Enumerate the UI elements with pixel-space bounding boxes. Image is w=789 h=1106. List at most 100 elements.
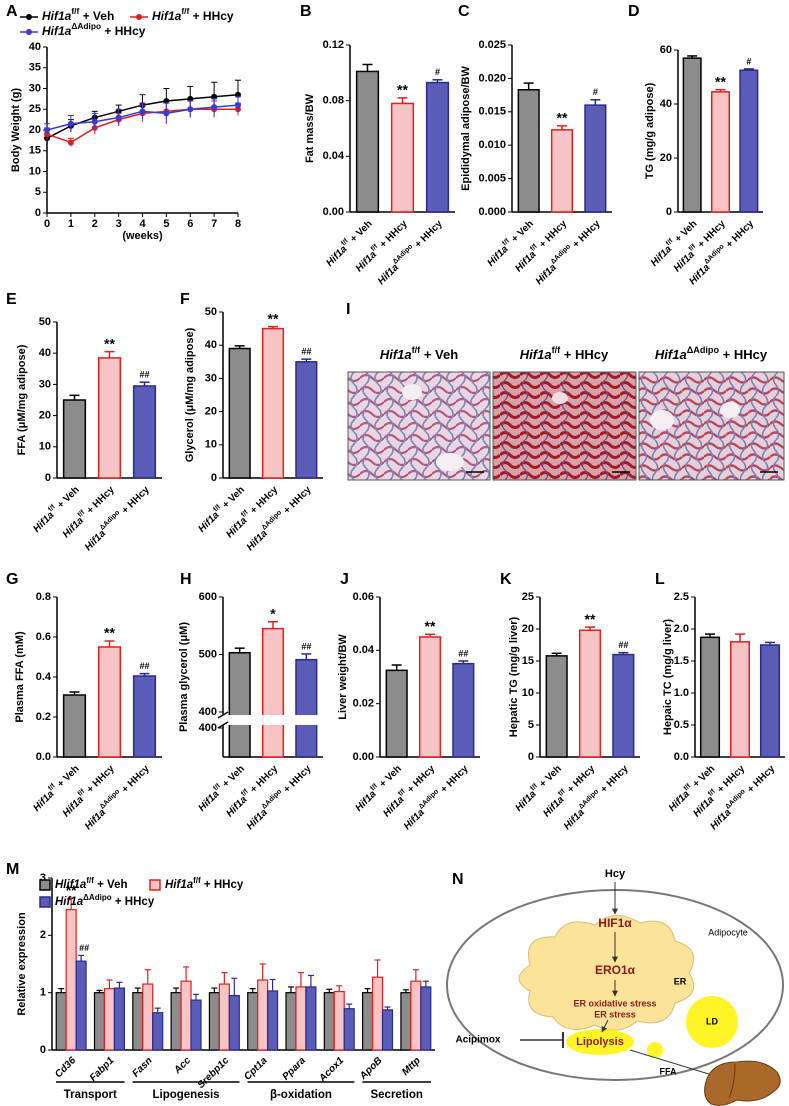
category-label: Fabp1 <box>88 1055 117 1084</box>
category-label: Ppara <box>281 1055 309 1083</box>
bar <box>65 908 77 1051</box>
superscript: f/f <box>707 788 717 798</box>
treatment: + Veh <box>218 763 246 791</box>
y-tick-label: 50 <box>205 306 217 318</box>
y-tick-label: 0.015 <box>478 106 506 118</box>
break-mark <box>217 721 229 729</box>
y-tick-label: 15 <box>29 145 41 157</box>
significance: ## <box>618 640 628 650</box>
category-label: Hif1aΔAdipo + HHcy <box>244 762 314 832</box>
significance: ** <box>715 73 726 89</box>
x-tick-label: 2 <box>92 218 98 230</box>
y-tick-label: 0 <box>35 207 41 219</box>
gene: Hif1a <box>42 9 72 23</box>
legend-label: Hif1aΔAdipo + HHcy <box>55 893 155 908</box>
bar <box>517 89 540 213</box>
category-label: Hif1aΔAdipo + HHcy <box>401 762 471 832</box>
y-axis-label: Liver weight/BW <box>337 634 349 720</box>
x-tick-label: 3 <box>116 218 122 230</box>
y-tick-label: 10 <box>29 165 41 177</box>
treatment: + Veh <box>420 347 458 362</box>
y-axis-label: TG (mg/g adipose) <box>644 82 656 179</box>
y-axis-label: Relative expression <box>16 912 28 1016</box>
significance: ** <box>397 82 408 98</box>
y-tick-label: 20 <box>660 152 672 164</box>
treatment: + HHcy <box>411 218 445 252</box>
category-label: Hif1aΔAdipo + HHcy <box>82 762 152 832</box>
marker <box>91 118 98 125</box>
superscript: ΔAdipo <box>392 243 415 266</box>
bar <box>400 992 412 1051</box>
significance: ## <box>458 648 468 658</box>
bar <box>55 992 67 1051</box>
treatment: + HHcy <box>101 24 146 38</box>
marker <box>67 120 74 127</box>
bar <box>132 992 144 1051</box>
y-tick-label: 0 <box>45 472 51 484</box>
category-label: Acc <box>172 1055 194 1077</box>
bar <box>295 986 307 1051</box>
superscript: ΔAdipo <box>550 243 573 266</box>
y-tick-label: 0.8 <box>36 591 51 603</box>
bar <box>333 990 345 1051</box>
category-label: Hif1aΔAdipo + HHcy <box>561 762 631 832</box>
y-tick-label: 0.5 <box>674 719 689 731</box>
treatment: + HHcy <box>83 484 117 518</box>
y-axis-label: Fat mass/BW <box>304 93 316 163</box>
bar <box>97 646 122 758</box>
category-label: Hif1aΔAdipo + HHcy <box>82 483 152 553</box>
treatment: + HHcy <box>118 763 152 797</box>
y-tick-label: 40 <box>205 339 217 351</box>
treatment: + HHcy <box>189 9 234 23</box>
significance: ** <box>425 618 436 634</box>
y-tick-label: 15 <box>522 655 534 667</box>
treatment: + HHcy <box>279 484 313 518</box>
gene: Hlif1a <box>55 879 87 891</box>
gene: Hif1a <box>165 879 194 891</box>
y-tick-label: 1 <box>40 987 46 999</box>
y-tick-label: 0.010 <box>478 139 506 151</box>
bar <box>75 960 87 1051</box>
treatment: + HHcy <box>279 763 313 797</box>
x-tick-label: 5 <box>163 218 169 230</box>
label: Adipocyte <box>708 927 748 937</box>
y-tick-label: 0 <box>211 472 217 484</box>
y-tick-label: 0.025 <box>478 39 506 51</box>
marker <box>44 127 50 133</box>
y-tick-label: 1.0 <box>674 687 689 699</box>
y-tick-label: 0.4 <box>36 671 52 683</box>
treatment: + HHcy <box>83 763 117 797</box>
bar <box>261 627 285 758</box>
bar <box>418 636 442 758</box>
legend-marker <box>26 29 32 35</box>
vessel <box>720 402 740 418</box>
legend-marker <box>136 14 142 20</box>
marker <box>163 97 170 104</box>
histology-image <box>492 371 637 481</box>
y-axis-label: Glycerol (μM/mg adipose) <box>184 327 196 462</box>
y-tick-label: 0.08 <box>323 95 344 107</box>
y-tick-label: 40 <box>660 98 672 110</box>
bar <box>612 653 635 758</box>
label: LD <box>706 1016 718 1026</box>
legend-label: Hif1af/f + Veh <box>42 6 114 23</box>
bar <box>113 987 125 1051</box>
x-tick-label: 4 <box>139 218 146 230</box>
superscript: ΔAdipo <box>71 21 101 31</box>
image-title: Hif1af/f + Veh <box>380 345 458 362</box>
significance: ## <box>79 943 89 953</box>
bar <box>228 347 251 479</box>
bar <box>285 992 297 1051</box>
panel-label: H <box>180 571 192 588</box>
bar <box>170 992 182 1051</box>
superscript: f/f <box>552 345 562 355</box>
y-tick-label: 0 <box>40 1044 46 1056</box>
y-tick-label: 30 <box>205 372 217 384</box>
y-tick-label: 0 <box>666 206 672 218</box>
legend-label: Hif1af/f + HHcy <box>152 6 234 23</box>
label: ER oxidative stress <box>573 998 656 1008</box>
treatment: + Veh <box>689 763 717 791</box>
x-axis-label: (weeks) <box>122 230 163 242</box>
y-tick-label: 0.00 <box>323 206 344 218</box>
